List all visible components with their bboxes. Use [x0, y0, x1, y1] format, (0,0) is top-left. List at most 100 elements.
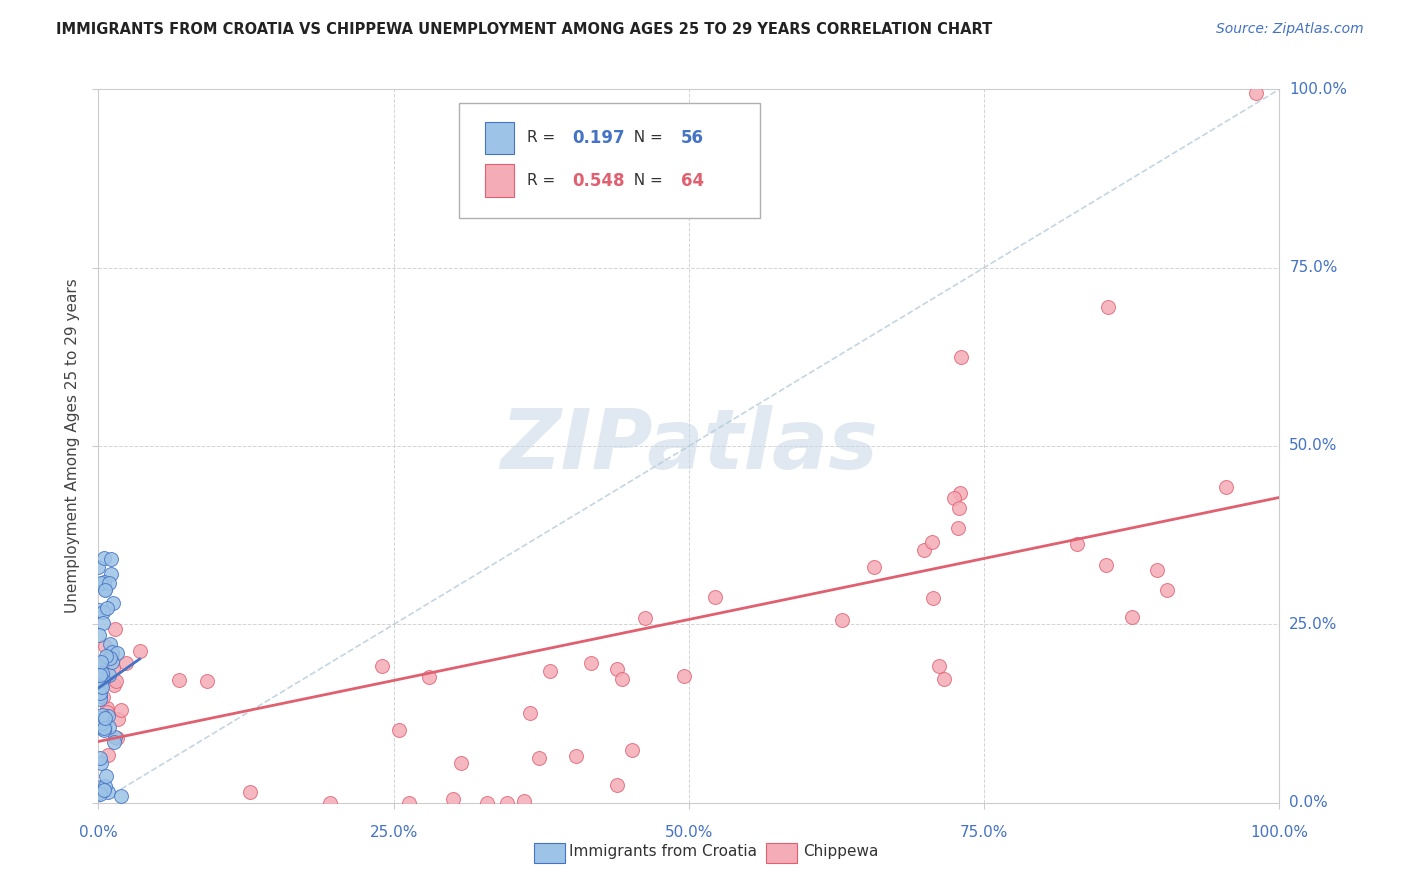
- Point: [110, 789, 132, 804]
- Text: Source: ZipAtlas.com: Source: ZipAtlas.com: [1216, 22, 1364, 37]
- Point: [93, 551, 115, 566]
- Point: [110, 703, 132, 717]
- Point: [371, 659, 394, 673]
- Point: [89, 787, 111, 801]
- Point: [98, 720, 121, 734]
- Point: [948, 501, 970, 516]
- Point: [672, 668, 695, 682]
- Point: [97, 785, 120, 799]
- Point: [91, 716, 114, 731]
- Text: 56: 56: [681, 128, 703, 146]
- Text: 75.0%: 75.0%: [1289, 260, 1337, 275]
- Point: [94, 649, 117, 664]
- Point: [90, 756, 112, 770]
- Point: [398, 796, 420, 810]
- Point: [418, 670, 440, 684]
- Point: [96, 701, 118, 715]
- Point: [946, 521, 969, 535]
- Text: 0.548: 0.548: [572, 171, 624, 189]
- Point: [443, 792, 465, 806]
- Point: [89, 691, 111, 706]
- Point: [513, 794, 536, 808]
- Point: [115, 657, 138, 671]
- Point: [90, 680, 112, 694]
- Point: [831, 613, 853, 627]
- Point: [1066, 537, 1088, 551]
- Point: [93, 721, 115, 735]
- Point: [103, 735, 125, 749]
- Point: [97, 748, 120, 763]
- Y-axis label: Unemployment Among Ages 25 to 29 years: Unemployment Among Ages 25 to 29 years: [65, 278, 80, 614]
- Text: 0.0%: 0.0%: [1289, 796, 1329, 810]
- Point: [922, 591, 945, 605]
- FancyBboxPatch shape: [485, 164, 515, 196]
- Point: [89, 714, 111, 728]
- Point: [129, 644, 152, 658]
- Point: [96, 709, 118, 723]
- Point: [90, 713, 112, 727]
- Point: [100, 551, 122, 566]
- Point: [89, 751, 111, 765]
- Point: [87, 627, 110, 641]
- Point: [564, 748, 586, 763]
- Text: 0.197: 0.197: [572, 128, 624, 146]
- Text: 25.0%: 25.0%: [370, 825, 418, 840]
- Point: [932, 673, 955, 687]
- Point: [93, 723, 115, 737]
- Point: [704, 591, 727, 605]
- Point: [239, 785, 262, 799]
- Point: [103, 678, 125, 692]
- Point: [606, 662, 628, 676]
- Point: [90, 708, 112, 723]
- Point: [93, 783, 115, 797]
- Point: [610, 673, 633, 687]
- Point: [103, 661, 125, 675]
- Point: [91, 605, 114, 619]
- Point: [388, 723, 411, 738]
- Point: [90, 665, 112, 680]
- Point: [89, 686, 111, 700]
- Text: 75.0%: 75.0%: [960, 825, 1008, 840]
- Point: [1215, 480, 1237, 494]
- Point: [475, 796, 498, 810]
- Point: [94, 669, 117, 683]
- Point: [912, 542, 935, 557]
- Point: [94, 639, 117, 653]
- Point: [1097, 300, 1119, 314]
- Point: [97, 667, 120, 681]
- Text: IMMIGRANTS FROM CROATIA VS CHIPPEWA UNEMPLOYMENT AMONG AGES 25 TO 29 YEARS CORRE: IMMIGRANTS FROM CROATIA VS CHIPPEWA UNEM…: [56, 22, 993, 37]
- Point: [90, 677, 112, 691]
- Point: [87, 560, 110, 574]
- Point: [89, 689, 111, 703]
- Text: 100.0%: 100.0%: [1250, 825, 1309, 840]
- Point: [94, 582, 117, 596]
- Point: [319, 796, 342, 810]
- Point: [94, 582, 117, 597]
- Point: [101, 648, 124, 663]
- Point: [538, 665, 561, 679]
- Point: [519, 706, 541, 720]
- Point: [90, 780, 112, 794]
- Text: R =: R =: [527, 130, 560, 145]
- Point: [90, 671, 112, 685]
- Point: [100, 655, 122, 669]
- Point: [90, 576, 112, 591]
- Point: [104, 674, 127, 689]
- Point: [91, 717, 114, 731]
- Point: [1146, 563, 1168, 577]
- Point: [169, 673, 191, 688]
- Text: N =: N =: [624, 130, 668, 145]
- Text: 50.0%: 50.0%: [665, 825, 713, 840]
- Point: [104, 731, 127, 745]
- Point: [101, 596, 124, 610]
- Point: [634, 611, 657, 625]
- Point: [93, 574, 115, 589]
- FancyBboxPatch shape: [485, 121, 515, 153]
- Point: [91, 672, 114, 686]
- Text: Immigrants from Croatia: Immigrants from Croatia: [569, 845, 758, 859]
- Point: [928, 659, 950, 673]
- Point: [98, 651, 121, 665]
- Point: [89, 668, 111, 682]
- Text: 0.0%: 0.0%: [79, 825, 118, 840]
- Point: [921, 534, 943, 549]
